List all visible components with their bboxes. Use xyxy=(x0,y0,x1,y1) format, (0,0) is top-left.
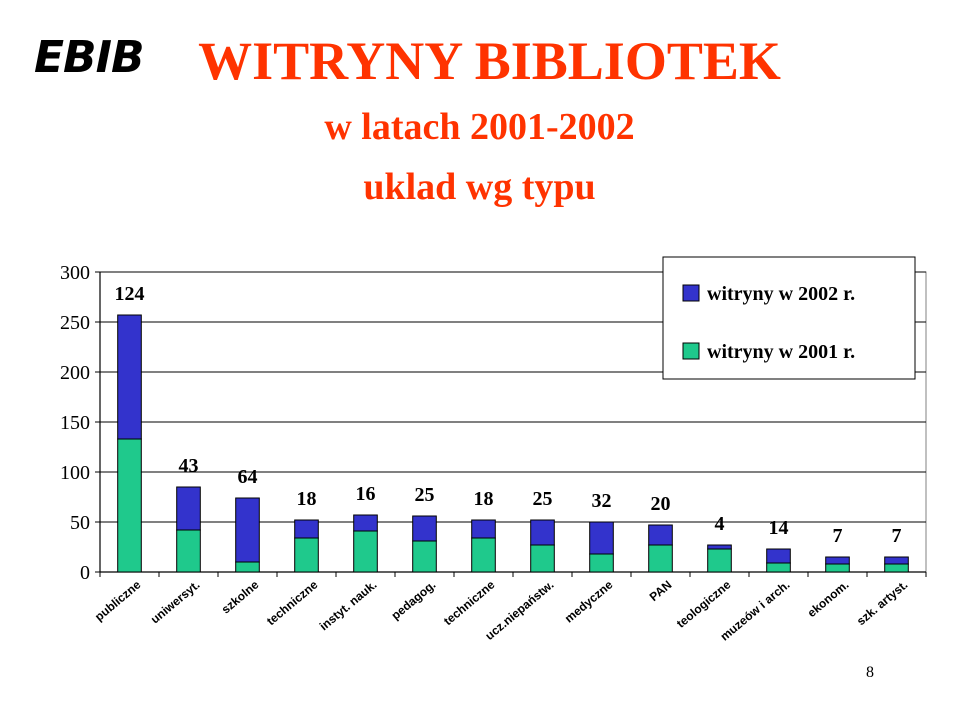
bar-segment-2002 xyxy=(176,486,201,531)
x-tick-label: pedagog. xyxy=(389,578,439,623)
bar-segment-2002 xyxy=(294,519,319,539)
bar-segment-2001 xyxy=(412,540,437,573)
bar-segment-2002 xyxy=(707,544,732,550)
legend-label: witryny w 2002 r. xyxy=(707,283,855,305)
x-tick-label: szkolne xyxy=(219,577,262,616)
bar-segment-2002 xyxy=(648,524,673,546)
bar-segment-2001 xyxy=(176,529,201,573)
x-tick-label: uniwersyt. xyxy=(148,578,202,627)
y-tick-label: 300 xyxy=(60,262,90,284)
bar-segment-2002 xyxy=(825,556,850,565)
x-tick-label: publiczne xyxy=(92,577,144,624)
x-tick-label: ekonom. xyxy=(805,578,852,620)
page-title: WITRYNY BIBLIOTEK xyxy=(198,31,781,91)
legend-swatch xyxy=(682,284,700,302)
data-label: 124 xyxy=(115,283,145,305)
x-tick-label: medyczne xyxy=(562,577,616,625)
page-subtitle-years: w latach 2001-2002 xyxy=(324,106,635,148)
bar-segment-2002 xyxy=(766,548,791,564)
x-tick-label: instyt. nauk. xyxy=(317,578,380,634)
bar-segment-2002 xyxy=(471,519,496,539)
data-label: 32 xyxy=(592,490,612,512)
legend-box xyxy=(662,256,916,380)
data-label: 20 xyxy=(651,493,671,515)
bar-segment-2001 xyxy=(707,548,732,573)
y-tick-label: 150 xyxy=(60,412,90,434)
data-label: 64 xyxy=(238,466,258,488)
data-label: 4 xyxy=(715,513,725,535)
data-label: 25 xyxy=(533,488,553,510)
y-tick-label: 200 xyxy=(60,362,90,384)
data-label: 18 xyxy=(474,488,494,510)
bar-segment-2001 xyxy=(766,562,791,573)
bar-segment-2001 xyxy=(589,553,614,573)
y-tick-label: 50 xyxy=(70,512,90,534)
page-subtitle-layout: uklad wg typu xyxy=(363,166,596,208)
x-tick-label: teologiczne xyxy=(674,577,734,630)
bar-segment-2001 xyxy=(648,544,673,573)
bar-segment-2002 xyxy=(117,314,142,440)
x-tick-label: PAN xyxy=(647,578,675,604)
bar-segment-2001 xyxy=(530,544,555,573)
data-label: 43 xyxy=(179,455,199,477)
data-label: 14 xyxy=(769,517,789,539)
y-tick-label: 250 xyxy=(60,312,90,334)
bar-segment-2002 xyxy=(412,515,437,542)
data-label: 7 xyxy=(833,525,843,547)
data-label: 7 xyxy=(892,525,902,547)
bar-segment-2002 xyxy=(884,556,909,565)
bar-segment-2002 xyxy=(353,514,378,532)
x-tick-label: techniczne xyxy=(441,577,498,628)
y-tick-label: 100 xyxy=(60,462,90,484)
legend-swatch xyxy=(682,342,700,360)
legend-label: witryny w 2001 r. xyxy=(707,341,855,363)
x-tick-label: szk. artyst. xyxy=(854,578,911,629)
bar-segment-2001 xyxy=(825,563,850,573)
ebib-logo: EBIB xyxy=(34,32,145,83)
data-label: 16 xyxy=(356,483,376,505)
bar-segment-2002 xyxy=(235,497,260,563)
page-number: 8 xyxy=(866,664,874,681)
bar-segment-2002 xyxy=(530,519,555,546)
bar-segment-2001 xyxy=(884,563,909,573)
data-label: 18 xyxy=(297,488,317,510)
bar-segment-2001 xyxy=(294,537,319,573)
bar-segment-2001 xyxy=(353,530,378,573)
bar-segment-2001 xyxy=(117,438,142,573)
bar-segment-2002 xyxy=(589,521,614,555)
y-tick-label: 0 xyxy=(80,562,90,584)
bar-segment-2001 xyxy=(471,537,496,573)
x-tick-label: techniczne xyxy=(264,577,321,628)
data-label: 25 xyxy=(415,484,435,506)
bar-segment-2001 xyxy=(235,561,260,573)
